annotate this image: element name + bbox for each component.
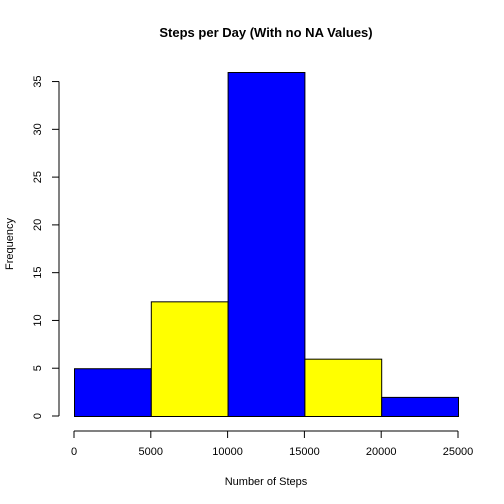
x-tick-label: 10000 bbox=[212, 446, 243, 458]
y-tick-label: 30 bbox=[32, 123, 44, 135]
y-tick-label: 15 bbox=[32, 267, 44, 279]
x-tick-label: 25000 bbox=[443, 446, 474, 458]
y-axis: 0 5 10 15 20 25 30 35 bbox=[32, 75, 60, 419]
y-tick-label: 0 bbox=[32, 413, 44, 419]
y-tick-label: 25 bbox=[32, 171, 44, 183]
x-axis: 0 5000 10000 15000 20000 25000 bbox=[71, 430, 474, 458]
y-tick-label: 35 bbox=[32, 75, 44, 87]
chart-title: Steps per Day (With no NA Values) bbox=[159, 25, 372, 40]
x-tick-label: 5000 bbox=[139, 446, 163, 458]
bars-group bbox=[74, 72, 460, 418]
x-tick-label: 0 bbox=[71, 446, 77, 458]
histogram-bar-2 bbox=[227, 72, 306, 417]
histogram-bar-4 bbox=[381, 396, 460, 417]
histogram-bar-1 bbox=[150, 301, 229, 418]
y-axis-label: Frequency bbox=[4, 218, 16, 270]
y-tick-label: 20 bbox=[32, 219, 44, 231]
x-tick-label: 20000 bbox=[366, 446, 397, 458]
x-axis-label: Number of Steps bbox=[225, 476, 308, 488]
histogram-bar-3 bbox=[304, 358, 383, 417]
x-tick-label: 15000 bbox=[289, 446, 320, 458]
y-tick-label: 10 bbox=[32, 314, 44, 326]
y-tick-label: 5 bbox=[32, 365, 44, 371]
histogram-bar-0 bbox=[74, 368, 152, 418]
